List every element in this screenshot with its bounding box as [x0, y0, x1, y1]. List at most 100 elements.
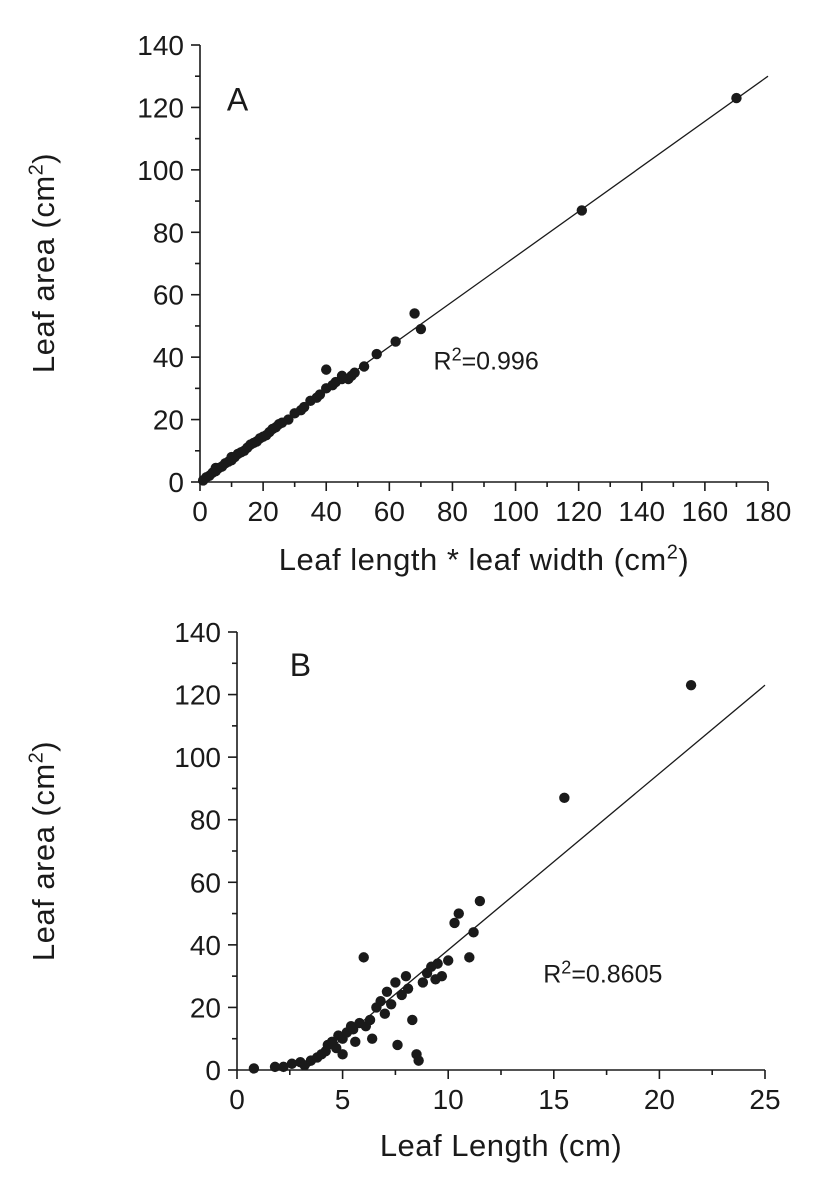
- data-point: [396, 989, 407, 1001]
- svg-text:60: 60: [374, 496, 405, 527]
- data-point: [402, 983, 414, 994]
- x-axis-title-superscript: 2: [666, 541, 679, 564]
- svg-text:100: 100: [137, 155, 184, 186]
- svg-text:0: 0: [168, 467, 184, 498]
- data-point: [415, 323, 427, 335]
- svg-text:0: 0: [229, 1084, 245, 1115]
- data-point: [559, 792, 570, 804]
- axes: [191, 44, 769, 491]
- x-axis-title-text: Leaf Length (cm): [379, 1128, 623, 1163]
- y-axis-title-text: Leaf area (cm: [26, 175, 61, 374]
- panel-b: 0 5 10 15 20 25 0 20 40 60 80 100 120 140 B R2=0.8605 L…: [0, 600, 823, 1200]
- data-point: [298, 401, 310, 413]
- y-axis-title-close: ): [26, 152, 61, 164]
- y-axis-title-close: ): [26, 740, 61, 752]
- data-point: [685, 679, 697, 691]
- data-point: [337, 1049, 348, 1060]
- y-axis-title-superscript: 2: [25, 751, 48, 764]
- svg-text:100: 100: [174, 742, 221, 773]
- y-axis-title-superscript: 2: [25, 163, 48, 176]
- svg-text:25: 25: [749, 1084, 780, 1115]
- data-point: [364, 1014, 376, 1026]
- svg-text:10: 10: [433, 1084, 464, 1115]
- panel-a: 0 20 40 60 80 100 120 140 160 180 0 20 40 60 80 100 120 1…: [25, 30, 792, 578]
- svg-text:20: 20: [248, 496, 279, 527]
- data-point: [390, 977, 401, 988]
- data-point: [731, 92, 742, 104]
- svg-text:140: 140: [618, 496, 665, 527]
- data-point: [392, 1039, 403, 1051]
- svg-text:0: 0: [205, 1055, 221, 1086]
- data-point: [358, 952, 369, 963]
- tick-labels: 0 20 40 60 80 100 120 140 160 180 0 20 40 60 80 100 120 1…: [137, 30, 791, 527]
- svg-text:20: 20: [644, 1084, 675, 1115]
- panel-a-x-axis-title: Leaf length * leaf width (cm2): [200, 542, 768, 578]
- data-point: [286, 1058, 298, 1069]
- panel-a-svg: 0 20 40 60 80 100 120 140 160 180 0 20 40 60 80 100 120 1…: [137, 30, 791, 527]
- svg-text:80: 80: [190, 805, 221, 836]
- data-point: [464, 952, 475, 963]
- data-point: [278, 1061, 289, 1073]
- axes: [228, 631, 766, 1079]
- svg-text:0: 0: [192, 496, 208, 527]
- panel-b-y-axis-title: Leaf area (cm2): [26, 741, 62, 961]
- data-point: [375, 995, 386, 1007]
- svg-text:100: 100: [492, 496, 539, 527]
- data-point: [358, 361, 370, 372]
- data-point: [413, 1055, 424, 1066]
- svg-text:120: 120: [174, 680, 221, 711]
- panel-b-x-axis-title: Leaf Length (cm): [237, 1128, 765, 1164]
- y-axis-title-text: Leaf area (cm: [26, 763, 61, 962]
- data-point: [381, 986, 393, 997]
- panel-a-plot: 0 20 40 60 80 100 120 140 160 180 0 20 40 60 80 100 120 1…: [137, 30, 791, 527]
- svg-text:120: 120: [555, 496, 602, 527]
- svg-text:140: 140: [174, 617, 221, 648]
- data-point: [417, 977, 429, 988]
- svg-text:20: 20: [153, 405, 184, 436]
- data-point: [400, 970, 412, 982]
- data-point: [390, 336, 401, 347]
- fit-line: [304, 684, 766, 1071]
- data-point: [432, 958, 443, 969]
- tick-labels: 0 5 10 15 20 25 0 20 40 60 80 100 120 140: [174, 617, 780, 1115]
- data-points: [197, 92, 742, 486]
- data-point: [371, 348, 382, 360]
- data-point: [407, 1014, 418, 1026]
- svg-text:40: 40: [153, 342, 184, 373]
- svg-text:15: 15: [538, 1084, 569, 1115]
- data-point: [269, 1061, 281, 1073]
- data-point: [347, 1024, 359, 1035]
- data-point: [453, 908, 464, 919]
- data-point: [449, 917, 460, 929]
- svg-text:5: 5: [335, 1084, 351, 1115]
- data-point: [379, 1008, 391, 1019]
- x-axis-title-text: Leaf length * leaf width (cm: [278, 542, 667, 577]
- data-point: [468, 927, 479, 938]
- data-point: [436, 970, 448, 982]
- data-point: [366, 1033, 378, 1044]
- panel-b-svg: 0 5 10 15 20 25 0 20 40 60 80 100 120 140 B R2=0.8605: [174, 617, 780, 1115]
- data-point: [248, 1063, 260, 1074]
- data-point: [321, 364, 332, 375]
- svg-text:20: 20: [190, 992, 221, 1023]
- r-squared-annotation: R2=0.8605: [543, 957, 662, 988]
- data-point: [314, 389, 326, 400]
- data-point: [331, 1042, 342, 1054]
- svg-text:40: 40: [311, 496, 342, 527]
- svg-text:180: 180: [745, 496, 792, 527]
- data-point: [349, 367, 360, 378]
- svg-text:80: 80: [437, 496, 468, 527]
- r-squared-annotation: R2=0.996: [434, 345, 539, 376]
- svg-text:140: 140: [137, 30, 184, 61]
- x-axis-title-close: ): [678, 542, 690, 577]
- panel-b-plot: 0 5 10 15 20 25 0 20 40 60 80 100 120 140 B R2=0.8605: [0, 600, 823, 1200]
- data-point: [409, 308, 420, 319]
- svg-text:60: 60: [190, 867, 221, 898]
- data-points: [248, 679, 697, 1074]
- svg-text:120: 120: [137, 92, 184, 123]
- data-point: [443, 955, 454, 966]
- data-point: [350, 1036, 361, 1048]
- data-point: [385, 999, 397, 1010]
- svg-text:160: 160: [682, 496, 729, 527]
